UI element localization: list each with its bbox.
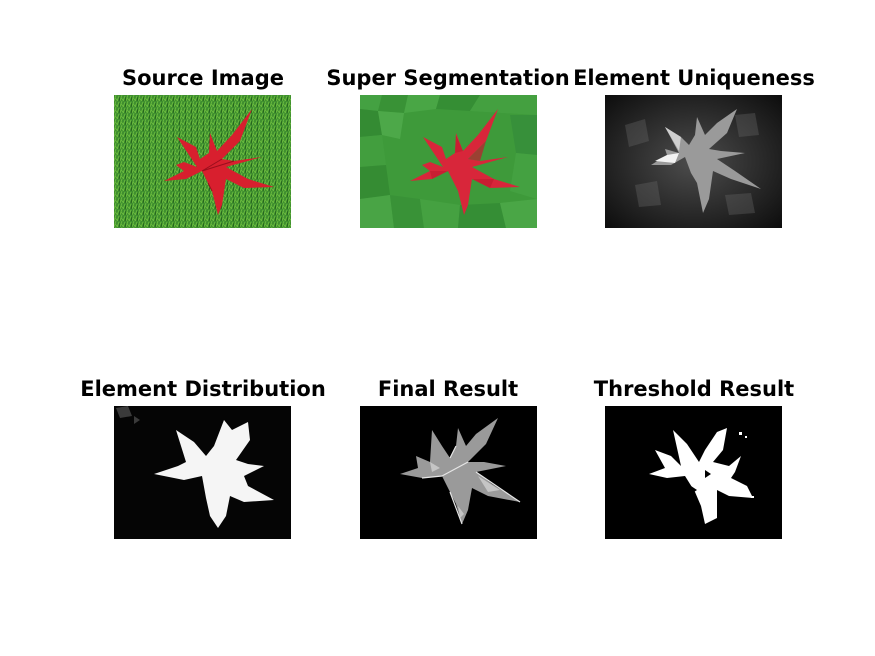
source-image: [114, 95, 291, 228]
element-distribution-image: [114, 406, 291, 539]
threshold-result-image: [605, 406, 782, 539]
panel-title: Element Distribution: [80, 377, 326, 401]
panel-title: Super Segmentation: [326, 66, 570, 90]
panel-title: Final Result: [377, 377, 519, 401]
element-uniqueness-image: [605, 95, 782, 228]
panel-title: Source Image: [121, 66, 285, 90]
panel-title: Element Uniqueness: [573, 66, 815, 90]
panel-title: Threshold Result: [593, 377, 795, 401]
final-result-image: [360, 406, 537, 539]
super-segmentation-image: [360, 95, 537, 228]
